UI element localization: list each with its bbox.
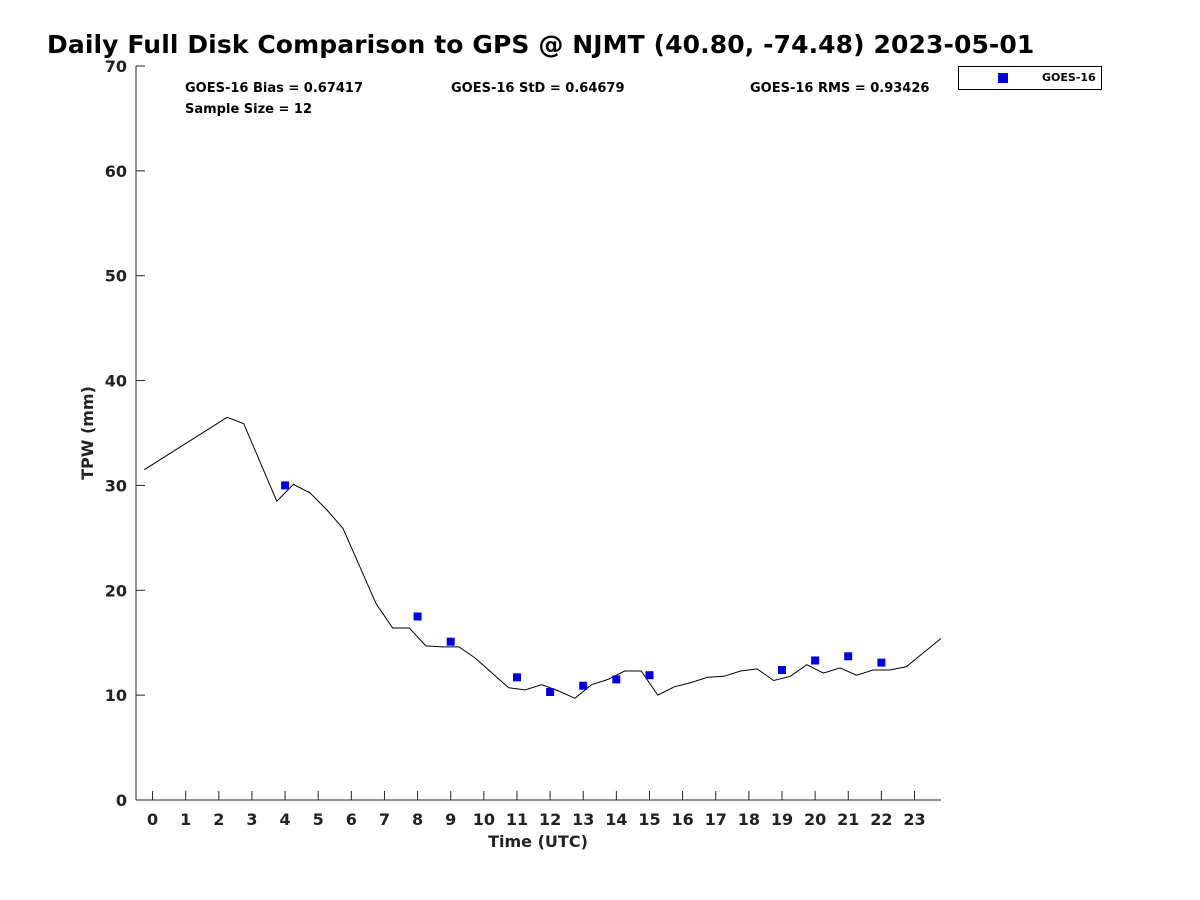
- x-axis-label: Time (UTC): [488, 832, 588, 851]
- x-tick-label-3: 3: [246, 810, 257, 829]
- x-tick-label-22: 22: [870, 810, 892, 829]
- x-tick-label-5: 5: [313, 810, 324, 829]
- y-tick-label-40: 40: [105, 372, 127, 391]
- std-stat: GOES-16 StD = 0.64679: [451, 81, 625, 96]
- x-tick-label-6: 6: [346, 810, 357, 829]
- x-tick-label-1: 1: [180, 810, 191, 829]
- x-tick-label-11: 11: [506, 810, 528, 829]
- axes-group: [135, 66, 941, 801]
- goes16-point: [546, 688, 555, 696]
- y-tick-label-60: 60: [105, 162, 127, 181]
- goes16-point: [281, 481, 290, 490]
- x-tick-label-8: 8: [412, 810, 423, 829]
- x-tick-label-20: 20: [804, 810, 826, 829]
- y-tick-label-20: 20: [105, 581, 127, 600]
- x-tick-label-14: 14: [605, 810, 627, 829]
- x-tick-label-9: 9: [445, 810, 456, 829]
- gps-tpw-line: [144, 416, 942, 699]
- series-line-group: [144, 416, 942, 699]
- x-tick-label-13: 13: [572, 810, 594, 829]
- x-tick-label-17: 17: [705, 810, 727, 829]
- y-tick-label-30: 30: [105, 476, 127, 495]
- goes16-point: [513, 673, 521, 682]
- y-axis-label: TPW (mm): [78, 386, 97, 480]
- legend-marker: [998, 73, 1008, 83]
- goes16-point: [579, 681, 588, 690]
- goes16-point: [811, 656, 820, 665]
- x-tick-label-18: 18: [738, 810, 760, 829]
- chart-title: Daily Full Disk Comparison to GPS @ NJMT…: [47, 30, 1035, 59]
- x-tick-label-16: 16: [671, 810, 693, 829]
- y-tick-label-70: 70: [105, 57, 127, 76]
- x-tick-label-4: 4: [280, 810, 291, 829]
- x-tick-label-15: 15: [638, 810, 660, 829]
- bias-stat: GOES-16 Bias = 0.67417: [185, 81, 363, 96]
- goes16-point: [413, 612, 422, 621]
- x-tick-label-23: 23: [903, 810, 925, 829]
- x-tick-label-12: 12: [539, 810, 561, 829]
- goes16-point: [844, 652, 853, 661]
- goes16-point: [778, 666, 786, 674]
- x-tick-label-2: 2: [213, 810, 224, 829]
- x-tick-label-7: 7: [379, 810, 390, 829]
- x-tick-label-19: 19: [771, 810, 793, 829]
- x-tick-label-21: 21: [837, 810, 859, 829]
- goes16-point: [645, 671, 654, 680]
- y-tick-label-0: 0: [116, 791, 127, 810]
- goes16-point: [446, 637, 455, 646]
- legend-label-goes16: GOES-16: [1042, 71, 1096, 84]
- goes16-point: [877, 658, 886, 667]
- y-tick-label-50: 50: [105, 267, 127, 286]
- series-points-group: [281, 481, 886, 696]
- ticks-group: 0 1 2 3 4 5 6 7 8 9 10 11 12 13 14 15 16 17 18 19 20 21 22 2301…: [105, 57, 926, 829]
- x-tick-label-0: 0: [147, 810, 158, 829]
- rms-stat: GOES-16 RMS = 0.93426: [750, 81, 929, 96]
- goes16-point: [612, 675, 621, 684]
- legend-box: [958, 66, 1102, 90]
- y-tick-label-10: 10: [105, 686, 127, 705]
- x-tick-label-10: 10: [473, 810, 495, 829]
- sample-size-stat: Sample Size = 12: [185, 102, 312, 117]
- legend: GOES-16: [958, 66, 1102, 90]
